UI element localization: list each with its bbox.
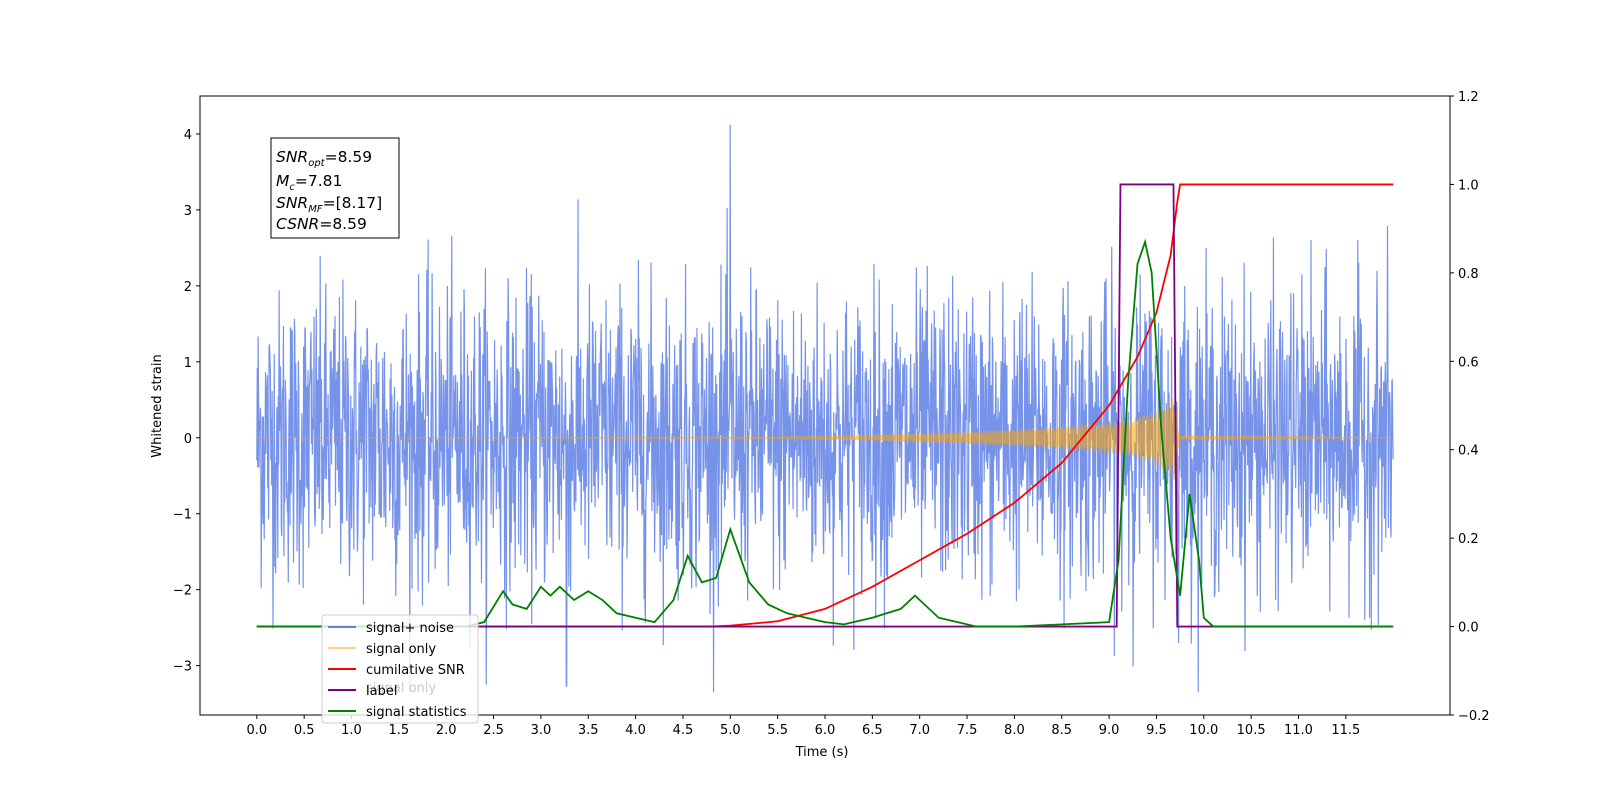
annotation-frame	[270, 137, 400, 239]
x-tick-label: 9.0	[1099, 723, 1120, 738]
annotation-snr-opt: SNRopt=8.59	[276, 148, 372, 169]
legend-label: label	[366, 684, 397, 699]
y-axis-label: Whitened strain	[150, 354, 165, 457]
legend: signal only signal+ noise signal only cumi…	[321, 614, 479, 724]
x-tick-label: 2.0	[436, 723, 457, 738]
annotation-csnr: CSNR=8.59	[276, 215, 367, 233]
x-tick-label: 6.0	[815, 723, 836, 738]
legend-frame	[321, 614, 479, 724]
x-tick-label: 1.0	[341, 723, 362, 738]
y-tick-label: 1	[184, 356, 192, 371]
y-tick-label: −2	[173, 584, 192, 599]
x-tick-label: 6.5	[862, 723, 883, 738]
y2-tick-label: 0.0	[1458, 621, 1479, 636]
x-tick-label: 10.0	[1189, 723, 1218, 738]
y2-tick-label: 0.8	[1458, 267, 1479, 282]
y2-tick-label: 0.2	[1458, 532, 1479, 547]
y-tick-label: −1	[173, 508, 192, 523]
x-tick-label: 0.5	[294, 723, 315, 738]
legend-label: signal only	[366, 642, 436, 657]
x-tick-label: 7.0	[909, 723, 930, 738]
x-tick-label: 5.0	[720, 723, 741, 738]
y-tick-label: 4	[184, 128, 192, 143]
x-tick-label: 5.5	[767, 723, 788, 738]
legend-label: signal statistics	[366, 705, 467, 720]
x-tick-label: 11.0	[1284, 723, 1313, 738]
y2-tick-label: 1.2	[1458, 90, 1479, 105]
x-axis-label: Time (s)	[795, 745, 849, 760]
x-tick-label: 11.5	[1331, 723, 1360, 738]
annotation-mc: Mc=7.81	[276, 172, 342, 193]
legend-entries: signal+ noise signal only cumilative SNR la…	[328, 621, 467, 720]
y-tick-label: −3	[173, 660, 192, 675]
x-tick-label: 4.5	[673, 723, 694, 738]
legend-label: signal+ noise	[366, 621, 454, 636]
y2-tick-label: −0.2	[1458, 709, 1490, 724]
y-tick-label: 0	[184, 432, 192, 447]
series-signal-only	[256, 395, 1394, 481]
y-tick-label: 2	[184, 280, 192, 295]
y2-tick-label: 0.4	[1458, 444, 1479, 459]
x-tick-label: 4.0	[625, 723, 646, 738]
annotation-box: SNRopt=8.59 Mc=7.81 SNRMF=[8.17] CSNR=8.…	[270, 137, 400, 239]
y2-tick-label: 0.6	[1458, 355, 1479, 370]
legend-overlapped-text: signal only	[366, 681, 436, 696]
series-signal-noise	[256, 124, 1394, 693]
axis-ticks: 0.0 0.5 1.0 1.5 2.0 2.5 3.0 3.5 4.0 4.5 5.0 5.5 6.0 6…	[173, 90, 1490, 738]
plot-area	[256, 124, 1394, 693]
legend-label: cumilative SNR	[366, 663, 465, 678]
series-cumilative-snr	[256, 183, 1394, 628]
x-tick-label: 3.0	[531, 723, 552, 738]
x-tick-label: 8.5	[1051, 723, 1072, 738]
x-tick-label: 7.5	[957, 723, 978, 738]
x-tick-label: 10.5	[1237, 723, 1266, 738]
x-tick-label: 3.5	[578, 723, 599, 738]
annotation-snr-mf: SNRMF=[8.17]	[276, 194, 382, 215]
x-tick-label: 9.5	[1146, 723, 1167, 738]
x-tick-label: 0.0	[246, 723, 267, 738]
x-tick-label: 8.0	[1004, 723, 1025, 738]
y-tick-label: 3	[184, 204, 192, 219]
y2-tick-label: 1.0	[1458, 178, 1479, 193]
series-signal-statistics	[256, 238, 1394, 628]
x-tick-label: 2.5	[483, 723, 504, 738]
x-tick-label: 1.5	[389, 723, 410, 738]
